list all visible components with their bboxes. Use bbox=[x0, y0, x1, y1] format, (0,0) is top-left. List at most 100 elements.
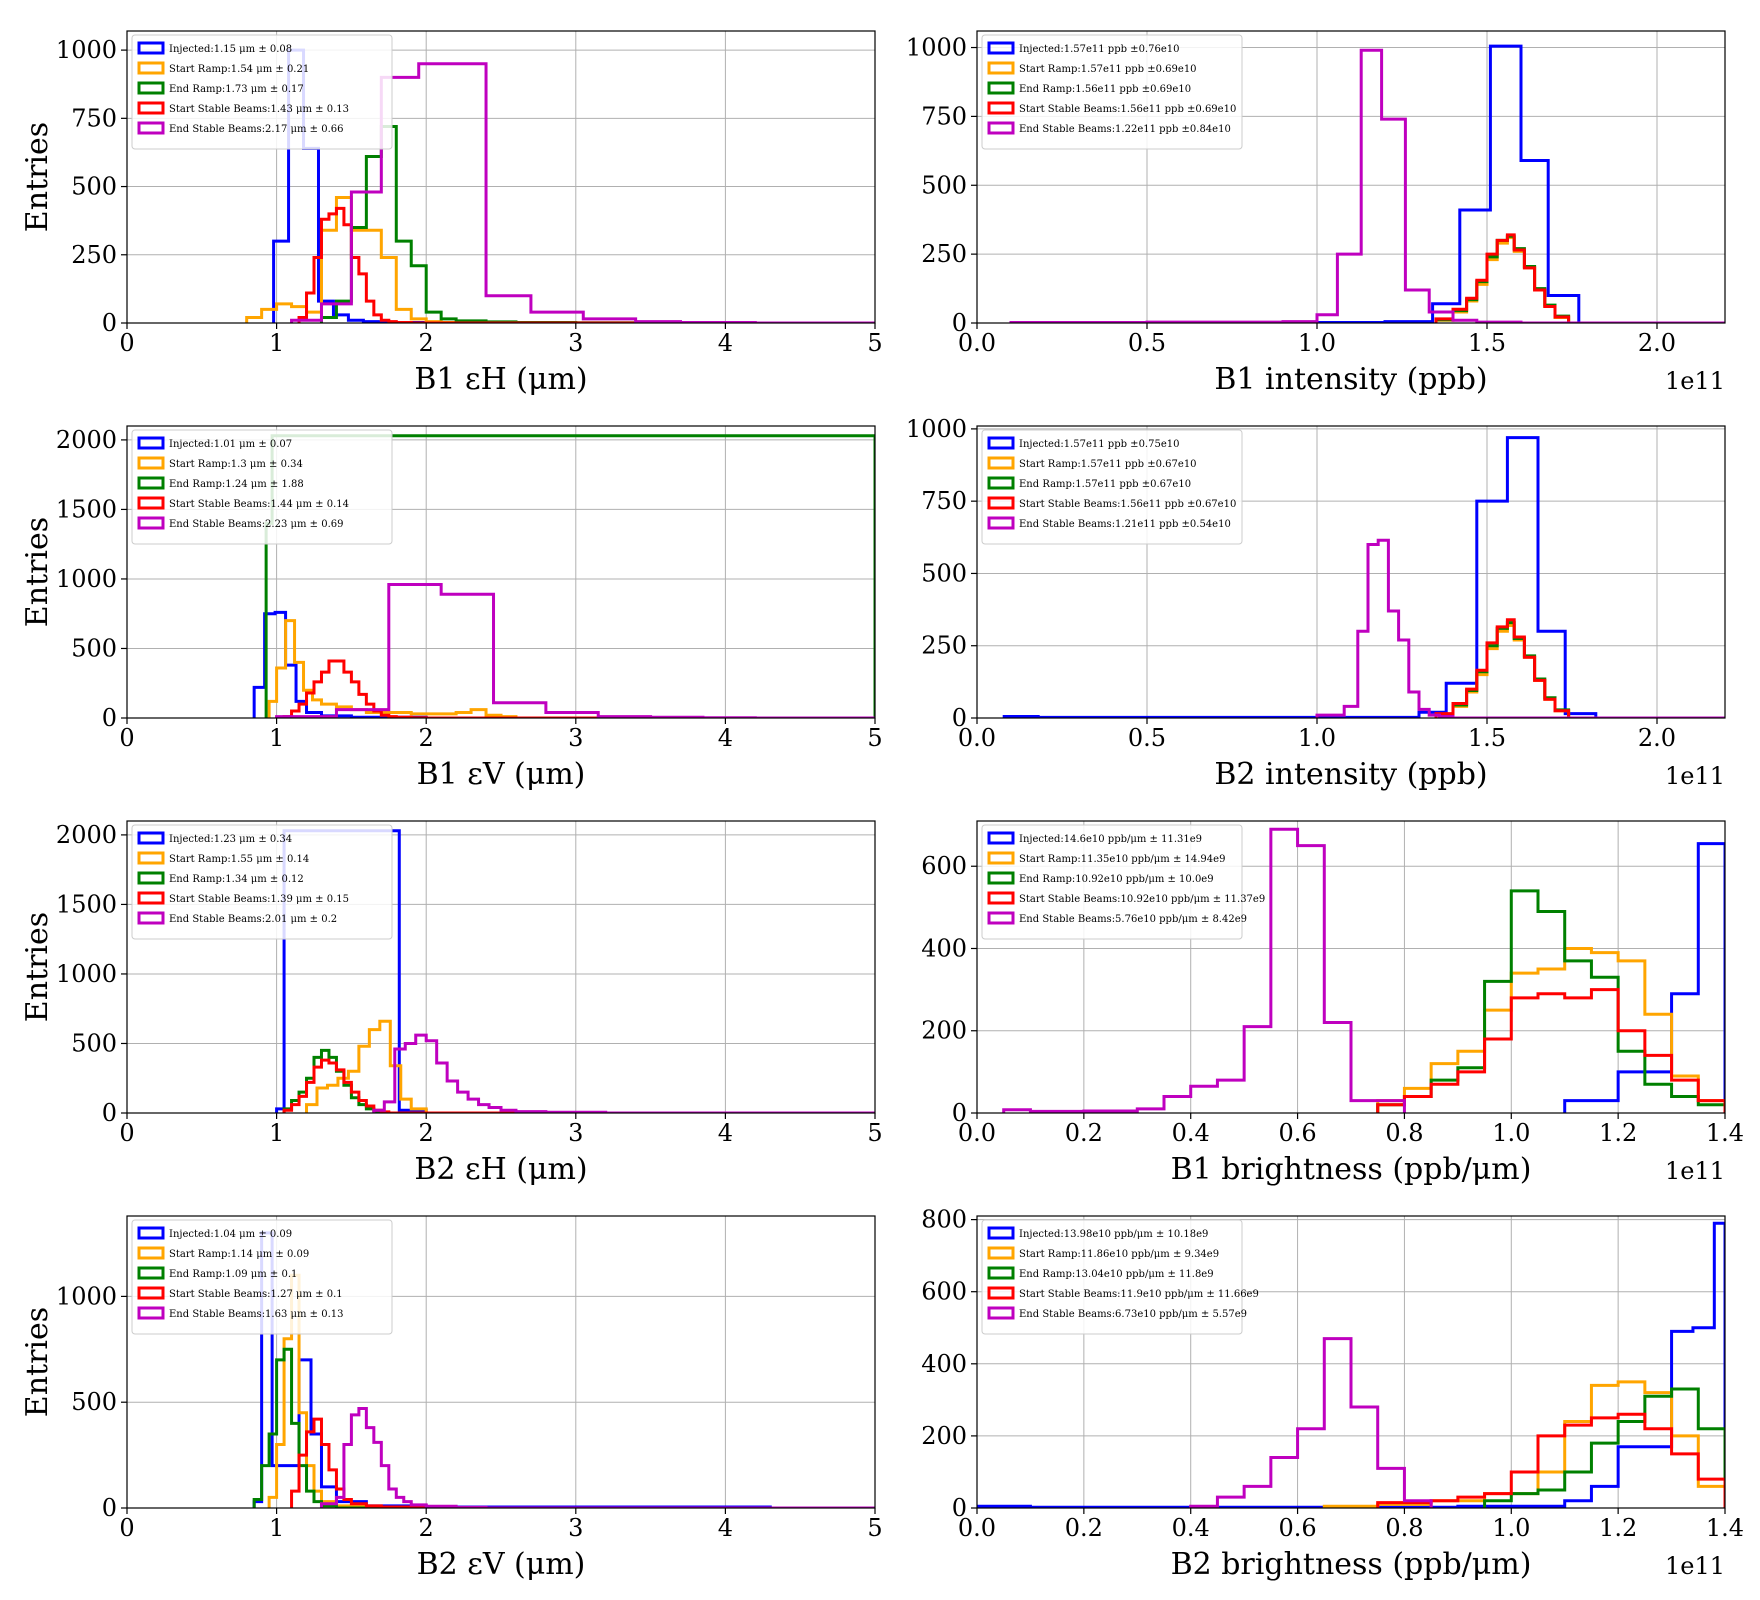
chart-panel-8: 0.0 0.2 0.4 0.6 0.8 1.0 1.2 1.4 0 200 400 600 800 B2 … bbox=[921, 1206, 1744, 1582]
legend-entry: End Ramp:13.04e10 ppb/μm ± 11.8e9 bbox=[1019, 1269, 1214, 1280]
x-tick-label: 1 bbox=[269, 1119, 284, 1147]
legend-swatch bbox=[137, 1226, 165, 1240]
legend-swatch bbox=[137, 1286, 165, 1300]
x-tick-label: 3 bbox=[568, 1514, 583, 1542]
x-tick-label: 1.0 bbox=[1298, 329, 1336, 357]
y-tick-label: 400 bbox=[921, 934, 967, 962]
y-tick-label: 600 bbox=[921, 1278, 967, 1306]
y-tick-label: 0 bbox=[952, 1494, 967, 1522]
y-tick-label: 250 bbox=[921, 240, 967, 268]
series-line-start-ramp bbox=[267, 619, 875, 718]
y-axis-label: Entries bbox=[20, 1307, 55, 1417]
legend-swatch bbox=[137, 1306, 165, 1320]
legend-entry: End Stable Beams:1.21e11 ppb ±0.54e10 bbox=[1019, 519, 1231, 530]
legend-swatch bbox=[987, 101, 1015, 115]
legend-swatch bbox=[987, 831, 1015, 845]
y-tick-label: 750 bbox=[921, 102, 967, 130]
series-line-end-ramp bbox=[282, 1048, 875, 1113]
series-line-start-stable bbox=[1376, 988, 1725, 1113]
legend-entry: End Ramp:1.57e11 ppb ±0.67e10 bbox=[1019, 479, 1191, 490]
y-tick-label: 0 bbox=[952, 704, 967, 732]
x-tick-label: 0.8 bbox=[1385, 1119, 1423, 1147]
legend-swatch bbox=[987, 456, 1015, 470]
axes-frame bbox=[976, 820, 1726, 1114]
y-tick-label: 0 bbox=[952, 1099, 967, 1127]
legend-swatch bbox=[137, 891, 165, 905]
legend-swatch bbox=[137, 1246, 165, 1260]
x-axis-label: B1 εH (μm) bbox=[414, 362, 587, 397]
legend-swatch bbox=[987, 1246, 1015, 1260]
x-tick-label: 1 bbox=[269, 724, 284, 752]
axes-frame bbox=[126, 1215, 876, 1509]
legend-entry: Injected:1.15 μm ± 0.08 bbox=[169, 44, 292, 55]
y-tick-label: 1000 bbox=[906, 34, 967, 62]
x-tick-label: 2 bbox=[419, 724, 434, 752]
legend-swatch bbox=[987, 1226, 1015, 1240]
x-tick-label: 1.4 bbox=[1706, 1119, 1744, 1147]
x-tick-label: 2.0 bbox=[1638, 329, 1676, 357]
x-tick-label: 3 bbox=[568, 1119, 583, 1147]
legend-entry: End Ramp:1.56e11 ppb ±0.69e10 bbox=[1019, 84, 1191, 95]
x-axis-multiplier: 1e11 bbox=[1665, 762, 1725, 790]
y-axis-label: Entries bbox=[20, 912, 55, 1022]
y-tick-label: 400 bbox=[921, 1350, 967, 1378]
x-tick-label: 0.2 bbox=[1065, 1514, 1103, 1542]
legend-entry: Injected:14.6e10 ppb/μm ± 11.31e9 bbox=[1019, 834, 1202, 845]
legend-swatch bbox=[987, 121, 1015, 135]
legend-box bbox=[131, 429, 393, 545]
axes-frame bbox=[126, 820, 876, 1114]
y-tick-label: 800 bbox=[921, 1206, 967, 1234]
series-line-injected bbox=[252, 610, 875, 718]
x-tick-label: 0.4 bbox=[1172, 1119, 1210, 1147]
x-tick-label: 4 bbox=[718, 1119, 733, 1147]
legend-entry: Start Stable Beams:1.43 μm ± 0.13 bbox=[169, 104, 349, 115]
series-line-start-ramp bbox=[1322, 1380, 1725, 1508]
x-tick-label: 5 bbox=[867, 724, 882, 752]
y-tick-label: 0 bbox=[102, 1494, 117, 1522]
x-axis-multiplier: 1e11 bbox=[1665, 367, 1725, 395]
y-tick-label: 1500 bbox=[56, 890, 117, 918]
y-tick-label: 600 bbox=[921, 852, 967, 880]
legend-entry: Start Ramp:11.86e10 ppb/μm ± 9.34e9 bbox=[1019, 1249, 1219, 1260]
x-tick-label: 0.8 bbox=[1385, 1514, 1423, 1542]
x-tick-label: 0.0 bbox=[958, 1514, 996, 1542]
legend-entry: Injected:1.23 μm ± 0.34 bbox=[169, 834, 292, 845]
series-line-start-ramp bbox=[305, 1019, 875, 1113]
legend-entry: End Ramp:1.24 μm ± 1.88 bbox=[169, 479, 304, 490]
x-axis-label: B1 εV (μm) bbox=[417, 757, 586, 792]
axes-frame bbox=[976, 30, 1726, 324]
legend-entry: End Ramp:1.09 μm ± 0.1 bbox=[169, 1269, 297, 1280]
y-tick-label: 250 bbox=[71, 241, 117, 269]
legend-swatch bbox=[137, 436, 165, 450]
y-tick-label: 1000 bbox=[56, 960, 117, 988]
x-axis-label: B1 brightness (ppb/μm) bbox=[1171, 1152, 1532, 1187]
y-tick-label: 750 bbox=[921, 487, 967, 515]
x-tick-label: 0.6 bbox=[1278, 1119, 1316, 1147]
x-tick-label: 4 bbox=[718, 724, 733, 752]
x-tick-label: 0.0 bbox=[958, 329, 996, 357]
y-tick-label: 500 bbox=[71, 634, 117, 662]
x-tick-label: 0 bbox=[119, 1514, 134, 1542]
x-tick-label: 1 bbox=[269, 1514, 284, 1542]
series-group bbox=[275, 829, 875, 1113]
x-tick-label: 2 bbox=[419, 1119, 434, 1147]
y-tick-label: 200 bbox=[921, 1017, 967, 1045]
x-axis-multiplier: 1e11 bbox=[1665, 1157, 1725, 1185]
x-tick-label: 0 bbox=[119, 329, 134, 357]
axes-frame bbox=[126, 425, 876, 719]
legend-swatch bbox=[137, 871, 165, 885]
series-line-start-stable bbox=[282, 1058, 875, 1113]
x-tick-label: 5 bbox=[867, 329, 882, 357]
legend: Injected:1.57e11 ppb ±0.76e10 Start Ramp:… bbox=[981, 34, 1243, 150]
x-axis-label: B1 intensity (ppb) bbox=[1214, 362, 1487, 397]
y-tick-label: 0 bbox=[952, 309, 967, 337]
series-line-start-stable bbox=[290, 1417, 875, 1508]
x-tick-label: 1.0 bbox=[1298, 724, 1336, 752]
legend-entry: End Ramp:1.73 μm ± 0.17 bbox=[169, 84, 304, 95]
axes-frame bbox=[126, 30, 876, 324]
legend-swatch bbox=[987, 1266, 1015, 1280]
legend-swatch bbox=[987, 871, 1015, 885]
legend-entry: Start Stable Beams:1.44 μm ± 0.14 bbox=[169, 499, 349, 510]
legend-entry: End Stable Beams:2.17 μm ± 0.66 bbox=[169, 124, 344, 135]
x-tick-label: 0 bbox=[119, 1119, 134, 1147]
